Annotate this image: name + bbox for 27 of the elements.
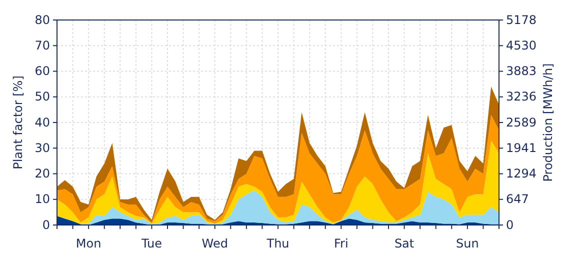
x-tick-label: Tue <box>140 236 162 251</box>
y2-tick-label: 1941 <box>506 140 537 155</box>
y-tick-label: 10 <box>34 192 50 206</box>
y2-tick-label: 5178 <box>506 12 537 27</box>
x-tick-label: Mon <box>76 236 102 251</box>
y2-tick-label: 647 <box>506 192 529 206</box>
y-tick-label: 20 <box>34 166 50 181</box>
y-tick-label: 0 <box>42 218 50 232</box>
y2-tick-label: 1294 <box>506 166 537 181</box>
y-tick-label: 50 <box>34 90 50 104</box>
x-tick-label: Wed <box>202 236 228 251</box>
y2-axis-title: Production [MWh/h] <box>541 63 555 182</box>
y2-tick-label: 3883 <box>506 64 537 78</box>
y2-tick-label: 0 <box>506 218 514 232</box>
y2-tick-label: 3236 <box>506 90 537 104</box>
y-tick-label: 30 <box>34 140 50 155</box>
y2-tick-label: 4530 <box>506 38 537 52</box>
x-tick-label: Sun <box>456 236 479 251</box>
y-tick-label: 60 <box>34 64 50 78</box>
x-tick-label: Fri <box>334 236 348 251</box>
y-tick-label: 70 <box>34 38 50 52</box>
x-tick-label: Sat <box>394 236 414 251</box>
y-tick-label: 80 <box>34 12 50 27</box>
y-axis-title: Plant factor [%] <box>11 76 25 170</box>
x-tick-label: Thu <box>266 236 290 251</box>
y-tick-label: 40 <box>34 115 50 130</box>
y2-tick-label: 2589 <box>506 115 537 130</box>
